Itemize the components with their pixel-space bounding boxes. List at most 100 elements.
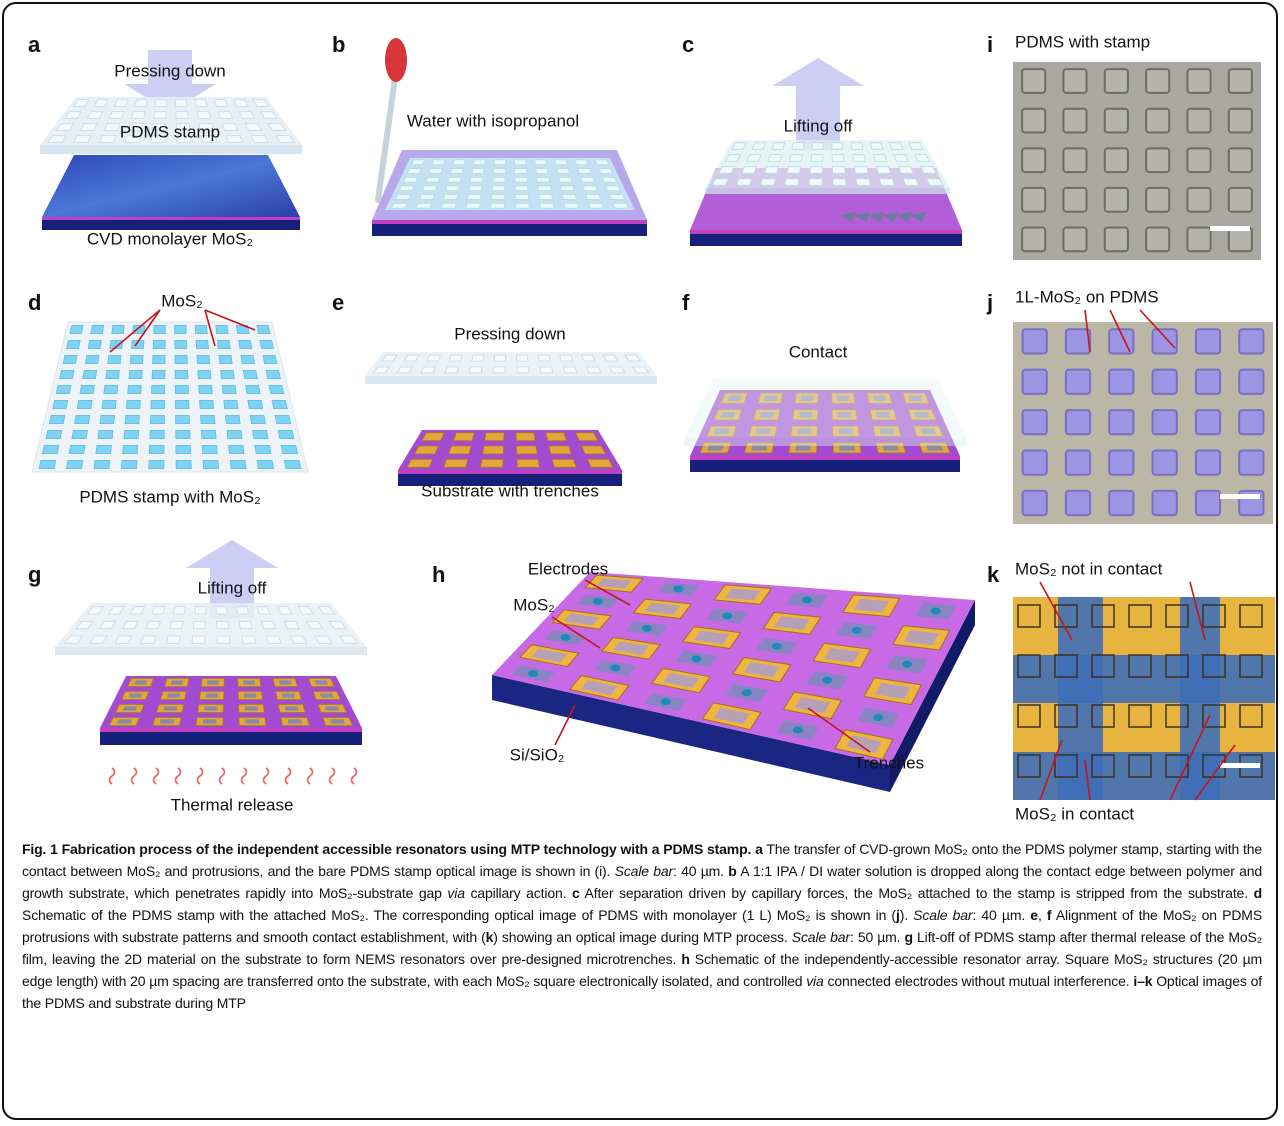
mos2-square xyxy=(126,400,140,408)
mos2-square xyxy=(257,325,270,333)
stamp-protrusion xyxy=(535,160,547,165)
trench xyxy=(931,607,941,614)
mos2-square xyxy=(201,415,215,423)
mos2-square xyxy=(216,325,228,333)
annotation: MoS₂ in contact xyxy=(1015,804,1134,823)
stamp-protrusion xyxy=(555,160,567,165)
annotation: Pressing down xyxy=(114,61,226,80)
stamp-protrusion xyxy=(404,177,418,182)
mos2-square xyxy=(272,400,287,408)
micro-square xyxy=(1066,329,1090,353)
mos2-square xyxy=(288,719,303,723)
stamp-protrusion xyxy=(880,179,895,186)
stamp-protrusion xyxy=(193,621,205,628)
mos2-square xyxy=(151,400,165,408)
stamp-protrusion xyxy=(538,355,550,361)
micro-square xyxy=(1153,450,1177,474)
electrode xyxy=(483,446,504,454)
stamp-protrusion xyxy=(599,169,613,174)
electrode xyxy=(407,459,433,467)
trench xyxy=(528,670,538,677)
caption-run: capillary action. xyxy=(465,885,572,901)
stamp-protrusion xyxy=(173,607,185,614)
stamp-protrusion xyxy=(99,136,115,143)
stamp-protrusion xyxy=(469,367,482,373)
stamp-protrusion xyxy=(772,143,785,150)
stamp-protrusion xyxy=(266,636,281,643)
mos2-square xyxy=(83,370,97,378)
annotation: Trenches xyxy=(854,753,924,772)
stamp-protrusion xyxy=(155,100,166,107)
mos2-square xyxy=(149,445,164,453)
mos2-square xyxy=(171,680,184,684)
electrode xyxy=(449,446,471,454)
mos2-square xyxy=(207,680,219,684)
micro-square xyxy=(1066,370,1090,394)
annotation: Water with isopropanol xyxy=(407,111,579,130)
mos2-square xyxy=(88,340,101,348)
stamp-protrusion xyxy=(606,186,621,191)
panel-label: a xyxy=(28,32,41,57)
mos2-square xyxy=(128,693,142,697)
stamp-protrusion xyxy=(792,143,804,150)
micro-square xyxy=(1229,228,1252,252)
heat-wave xyxy=(198,768,203,784)
mos2-square xyxy=(315,680,328,684)
stamp-protrusion xyxy=(141,636,156,643)
caption-run: e xyxy=(1030,907,1038,923)
stamp-protrusion xyxy=(581,177,595,182)
micro-square xyxy=(1022,188,1045,212)
dropper-bulb xyxy=(385,38,407,82)
mos2-square xyxy=(53,400,68,408)
micro-square xyxy=(1187,69,1210,93)
micro-square xyxy=(1105,228,1128,252)
mos2-square xyxy=(63,355,77,363)
stamp-protrusion xyxy=(515,169,527,174)
slab-side xyxy=(42,217,300,220)
micro-square xyxy=(1105,69,1128,93)
stamp-protrusion xyxy=(747,155,761,162)
micro-square xyxy=(1196,370,1220,394)
stamp-protrusion xyxy=(114,100,127,107)
stamp-protrusion xyxy=(217,621,229,628)
stamp-protrusion xyxy=(448,177,461,182)
mos2-square xyxy=(123,445,138,453)
stamp-protrusion xyxy=(420,195,435,200)
electrode xyxy=(546,433,567,441)
stamp-protrusion xyxy=(493,169,505,174)
micro-band xyxy=(1013,752,1275,800)
mos2-square xyxy=(85,355,99,363)
micro-square xyxy=(1063,69,1086,93)
heat-wave xyxy=(264,768,269,784)
heat-wave xyxy=(330,768,335,784)
micro-square xyxy=(1063,148,1086,172)
stamp-protrusion xyxy=(218,112,232,119)
stamp-protrusion xyxy=(589,203,604,208)
stamp-protrusion xyxy=(423,186,437,191)
slab-side xyxy=(690,234,962,246)
stamp-protrusion xyxy=(445,367,459,373)
mos2-square xyxy=(117,719,132,723)
stamp-protrusion xyxy=(411,160,424,165)
caption-run: After separation driven by capillary for… xyxy=(580,885,1254,901)
mos2-square xyxy=(98,430,113,438)
mos2-square xyxy=(123,706,138,710)
stamp-protrusion xyxy=(811,155,823,162)
mos2-square xyxy=(42,445,58,453)
trench xyxy=(772,643,782,650)
mos2-square xyxy=(152,385,165,393)
micro-square xyxy=(1063,109,1086,133)
stamp-protrusion xyxy=(237,607,249,614)
stamp-protrusion xyxy=(540,203,554,208)
caption-run: g xyxy=(905,929,913,945)
micro-square xyxy=(1239,370,1263,394)
caption-run: via xyxy=(806,973,823,989)
heat-wave xyxy=(242,768,247,784)
stamp-protrusion xyxy=(214,100,227,107)
mos2-square xyxy=(330,719,345,723)
mos2-square xyxy=(130,355,143,363)
stamp-protrusion xyxy=(494,160,506,165)
mos2-square xyxy=(104,385,118,393)
stamp-protrusion xyxy=(407,169,421,174)
caption-run: : 50 µm. xyxy=(850,929,905,945)
